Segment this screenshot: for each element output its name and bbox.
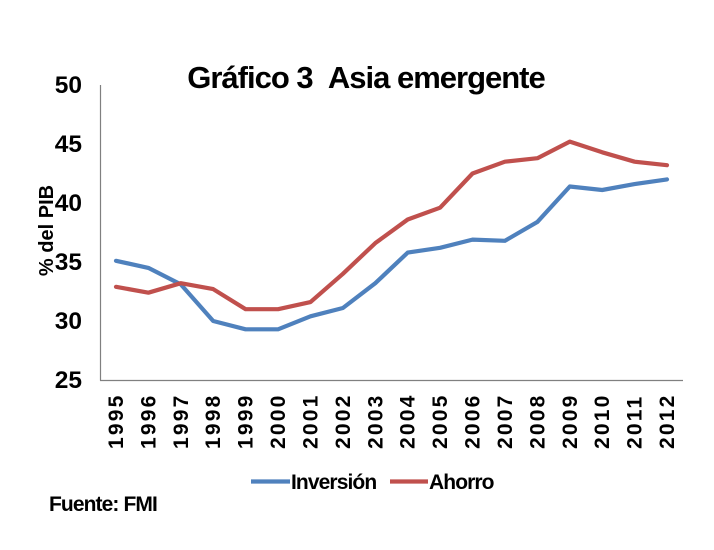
svg-text:2012: 2012 xyxy=(656,393,679,449)
svg-text:Ahorro: Ahorro xyxy=(429,471,494,494)
svg-text:45: 45 xyxy=(55,131,82,158)
svg-text:2002: 2002 xyxy=(332,393,355,449)
svg-text:2011: 2011 xyxy=(624,395,647,449)
svg-text:50: 50 xyxy=(55,72,82,99)
svg-text:40: 40 xyxy=(55,190,82,217)
svg-text:Fuente: FMI: Fuente: FMI xyxy=(49,493,157,516)
svg-text:2010: 2010 xyxy=(591,393,614,449)
svg-text:2005: 2005 xyxy=(429,393,452,449)
svg-text:2000: 2000 xyxy=(267,393,290,449)
svg-text:Gráfico 3 Asia emergente: Gráfico 3 Asia emergente xyxy=(187,60,545,95)
svg-text:Inversión: Inversión xyxy=(291,471,376,494)
svg-text:2008: 2008 xyxy=(526,393,549,449)
svg-text:30: 30 xyxy=(55,308,82,335)
svg-text:2001: 2001 xyxy=(300,393,323,449)
svg-text:2003: 2003 xyxy=(364,393,387,449)
svg-text:35: 35 xyxy=(55,249,82,276)
svg-text:% del PIB: % del PIB xyxy=(36,185,58,276)
svg-text:2009: 2009 xyxy=(559,393,582,449)
svg-text:25: 25 xyxy=(55,367,82,394)
svg-text:1998: 1998 xyxy=(202,393,225,449)
svg-text:1999: 1999 xyxy=(235,393,258,449)
svg-text:2007: 2007 xyxy=(494,393,517,449)
svg-text:1996: 1996 xyxy=(137,393,160,449)
svg-text:2004: 2004 xyxy=(397,393,420,449)
svg-text:1995: 1995 xyxy=(105,393,128,449)
svg-text:1997: 1997 xyxy=(170,393,193,449)
svg-text:2006: 2006 xyxy=(462,393,485,449)
